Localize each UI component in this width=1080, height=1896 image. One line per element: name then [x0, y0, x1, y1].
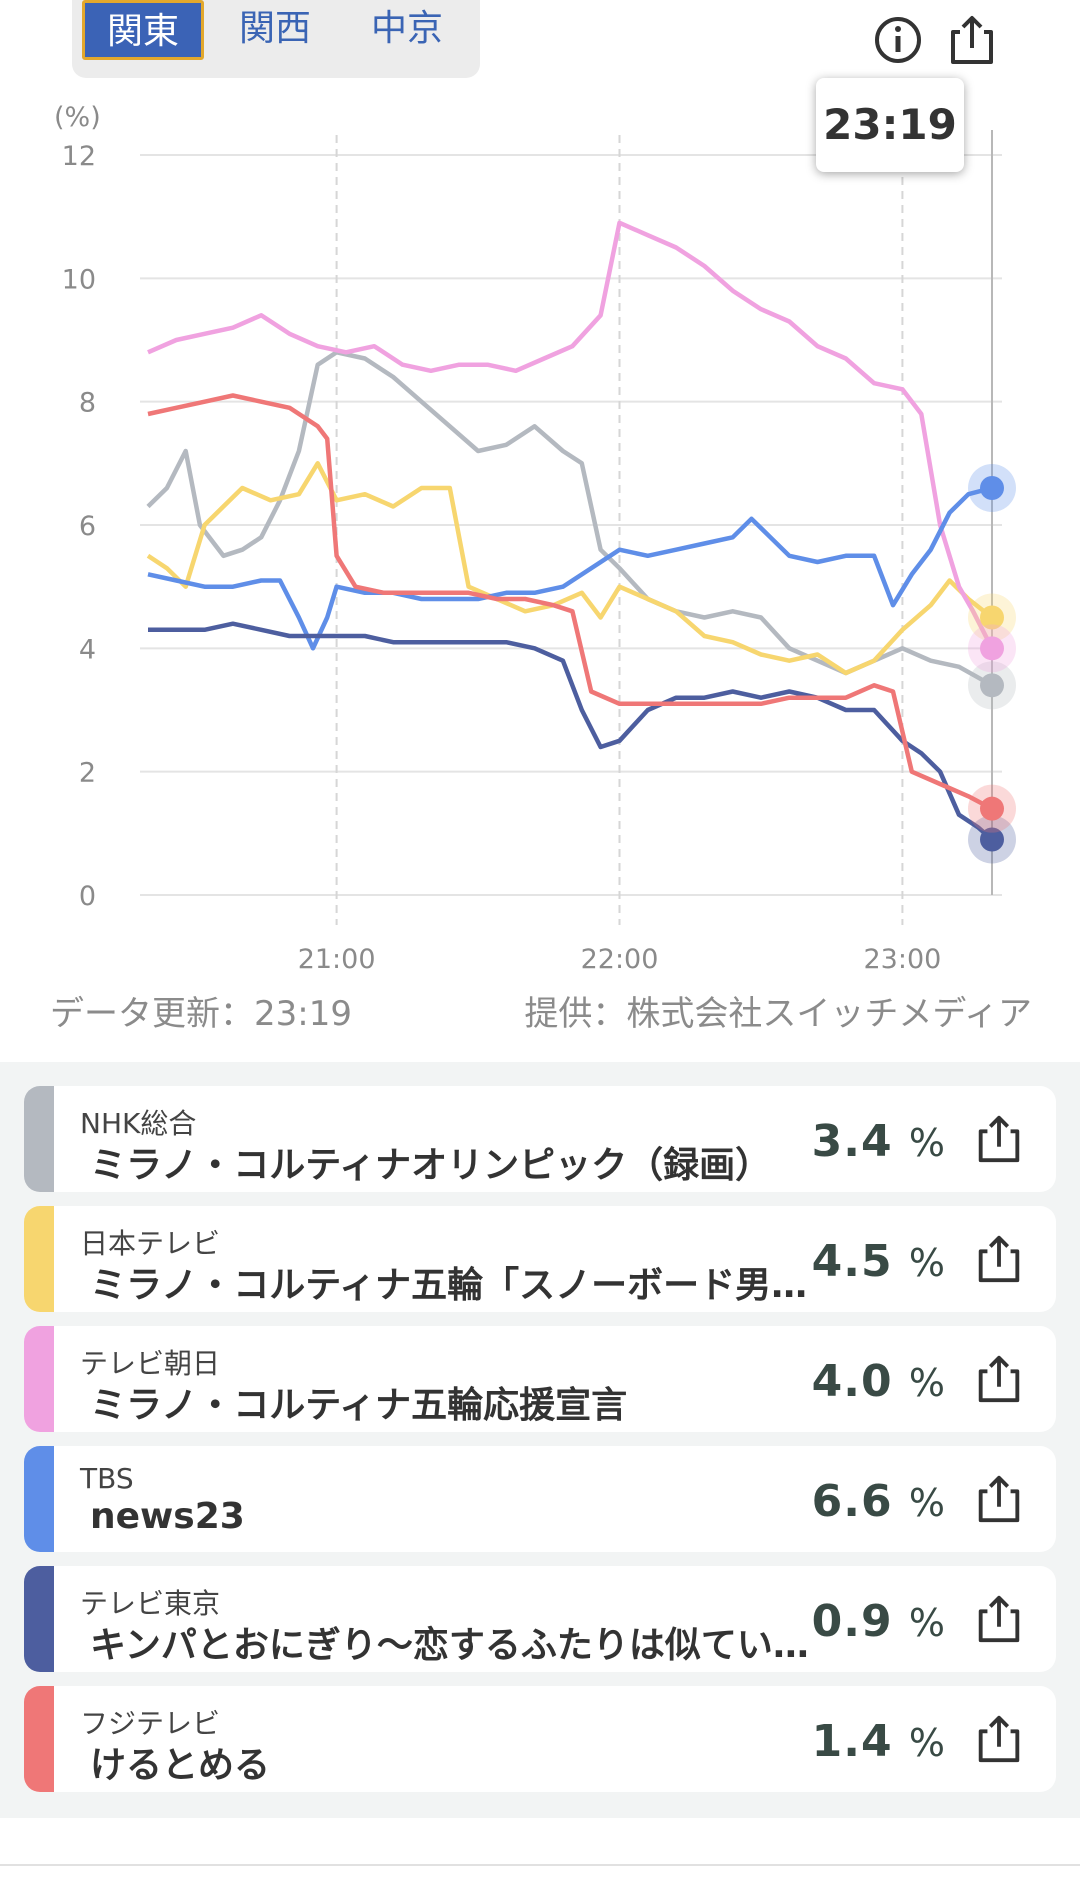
x-tick-label: 22:00: [581, 944, 659, 975]
share-icon[interactable]: [972, 1592, 1026, 1646]
end-point-marker: [980, 673, 1004, 698]
series-line: [147, 220, 995, 650]
region-tabs: 関東 関西 中京: [72, 0, 480, 78]
series-line: [148, 621, 994, 842]
time-tooltip: 23:19: [816, 78, 964, 172]
channel-color-bar: [24, 1686, 54, 1792]
share-icon[interactable]: [944, 12, 1000, 68]
y-tick-label: 4: [79, 634, 96, 665]
y-axis-unit: (%): [54, 102, 101, 133]
channel-color-bar: [24, 1566, 54, 1672]
end-point-marker: [980, 796, 1004, 821]
end-point-marker: [980, 605, 1004, 630]
list-item[interactable]: TBS news23 6.6 %: [24, 1446, 1056, 1552]
channel-name: テレビ東京: [80, 1587, 221, 1620]
info-icon[interactable]: [870, 12, 926, 68]
series-line: [147, 393, 994, 811]
channel-name: テレビ朝日: [80, 1347, 221, 1380]
provider-credit: 提供：株式会社スイッチメディア: [524, 994, 1032, 1034]
y-tick-label: 10: [62, 264, 96, 295]
list-item[interactable]: テレビ東京 キンパとおにぎり〜恋するふたりは似てい… 0.9 %: [24, 1566, 1056, 1672]
y-tick-label: 6: [79, 511, 96, 542]
rating-value: 1.4 %: [811, 1716, 946, 1767]
end-point-marker: [980, 827, 1004, 852]
end-point-marker: [980, 476, 1004, 500]
y-tick-label: 8: [79, 388, 96, 419]
program-title: ミラノ・コルティナ五輪応援宣言: [90, 1385, 628, 1426]
rating-value: 4.0 %: [811, 1356, 946, 1407]
y-tick-label: 0: [79, 881, 96, 912]
channel-name: フジテレビ: [80, 1707, 221, 1740]
program-title: キンパとおにぎり〜恋するふたりは似てい…: [90, 1625, 809, 1666]
channel-color-bar: [24, 1446, 54, 1552]
channel-color-bar: [24, 1326, 54, 1432]
divider: [0, 1864, 1080, 1866]
tab-chukyo[interactable]: 中京: [370, 8, 443, 49]
program-title: ミラノ・コルティナオリンピック（録画）: [90, 1145, 772, 1186]
update-time: データ更新：23:19: [50, 994, 352, 1034]
list-item[interactable]: 日本テレビ ミラノ・コルティナ五輪「スノーボード男… 4.5 %: [24, 1206, 1056, 1312]
tab-kanto[interactable]: 関東: [82, 0, 204, 60]
share-icon[interactable]: [972, 1352, 1026, 1406]
series-line: [147, 485, 993, 651]
list-item[interactable]: フジテレビ けるとめる 1.4 %: [24, 1686, 1056, 1792]
share-icon[interactable]: [972, 1232, 1026, 1286]
program-list: NHK総合 ミラノ・コルティナオリンピック（録画） 3.4 % 日本テレビ ミラ…: [0, 1062, 1080, 1818]
share-icon[interactable]: [972, 1112, 1026, 1166]
channel-name: TBS: [80, 1462, 134, 1495]
series-line: [146, 350, 994, 688]
y-tick-label: 2: [79, 758, 96, 789]
rating-line-chart: (%) 0 2 4 6 8 10 12 21:00 22:00 23:00: [54, 102, 1016, 975]
y-tick-label: 12: [62, 141, 96, 172]
program-title: ミラノ・コルティナ五輪「スノーボード男…: [90, 1265, 808, 1306]
x-tick-label: 21:00: [298, 944, 376, 975]
series-line: [146, 461, 994, 676]
tab-kansai[interactable]: 関西: [238, 8, 311, 49]
x-tick-label: 23:00: [864, 944, 942, 975]
end-point-marker: [980, 636, 1004, 661]
channel-name: 日本テレビ: [80, 1227, 221, 1260]
list-item[interactable]: NHK総合 ミラノ・コルティナオリンピック（録画） 3.4 %: [24, 1086, 1056, 1192]
share-icon[interactable]: [972, 1472, 1026, 1526]
share-icon[interactable]: [972, 1712, 1026, 1766]
list-item[interactable]: テレビ朝日 ミラノ・コルティナ五輪応援宣言 4.0 %: [24, 1326, 1056, 1432]
program-title: けるとめる: [90, 1745, 271, 1786]
program-title: news23: [90, 1496, 245, 1537]
channel-color-bar: [24, 1206, 54, 1312]
rating-value: 4.5 %: [811, 1236, 946, 1287]
rating-value: 0.9 %: [811, 1596, 946, 1647]
channel-name: NHK総合: [80, 1107, 197, 1140]
rating-value: 3.4 %: [811, 1116, 946, 1167]
rating-value: 6.6 %: [811, 1476, 946, 1527]
channel-color-bar: [24, 1086, 54, 1192]
